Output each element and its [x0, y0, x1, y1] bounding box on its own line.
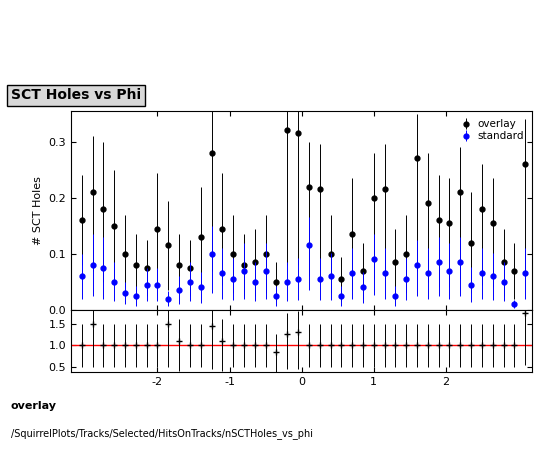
Text: overlay: overlay [11, 401, 57, 411]
Y-axis label: # SCT Holes: # SCT Holes [33, 176, 43, 245]
Text: /SquirrelPlots/Tracks/Selected/HitsOnTracks/nSCTHoles_vs_phi: /SquirrelPlots/Tracks/Selected/HitsOnTra… [11, 429, 313, 439]
Text: SCT Holes vs Phi: SCT Holes vs Phi [11, 88, 141, 102]
Legend: overlay, standard: overlay, standard [455, 116, 527, 145]
